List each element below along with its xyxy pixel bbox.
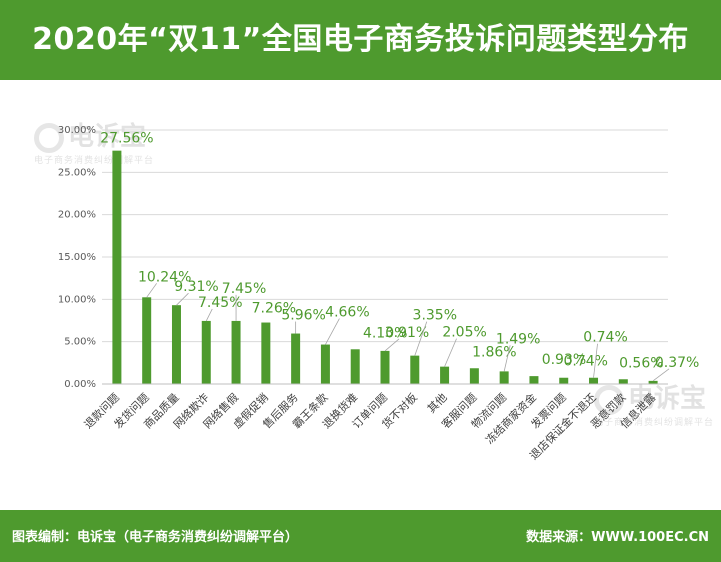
y-tick-label: 10.00% xyxy=(58,294,96,305)
data-label: 7.45% xyxy=(222,281,266,297)
footer-bar: 图表编制：电诉宝（电子商务消费纠纷调解平台） 数据来源：WWW.100EC.CN xyxy=(0,510,721,562)
y-tick-label: 25.00% xyxy=(58,167,96,178)
bar xyxy=(171,305,181,384)
label-leader-line xyxy=(503,345,511,372)
bar xyxy=(112,150,122,384)
data-label: 2.05% xyxy=(442,325,486,341)
y-tick-label: 5.00% xyxy=(64,337,96,348)
data-label: 7.45% xyxy=(198,295,242,311)
watermark-icon xyxy=(594,384,624,415)
bar xyxy=(499,371,509,384)
y-tick-label: 30.00% xyxy=(58,125,96,136)
data-label: 27.56% xyxy=(100,131,153,147)
data-label: 1.49% xyxy=(496,331,540,347)
label-leader-line xyxy=(146,283,158,298)
bar xyxy=(201,320,211,384)
watermark-logo-bottom: 电诉宝 电子商务消费纠纷调解平台 xyxy=(594,378,714,428)
y-tick-label: 20.00% xyxy=(58,210,96,221)
y-tick-label: 0.00% xyxy=(64,379,96,390)
watermark-subtitle: 电子商务消费纠纷调解平台 xyxy=(34,156,155,166)
label-leader-line xyxy=(176,292,189,306)
footer-data-source: 数据来源：WWW.100EC.CN xyxy=(526,530,709,545)
watermark-icon xyxy=(34,122,64,153)
bar xyxy=(648,380,658,384)
bar-chart: 0.00% 5.00% 10.00% 15.00% 20.00% 25.00% 30.00%… xyxy=(58,125,699,462)
header-bar xyxy=(0,0,721,80)
bar xyxy=(142,297,152,384)
bar xyxy=(440,366,450,384)
bar xyxy=(559,377,569,384)
x-tick-label: 其他 xyxy=(425,391,450,416)
data-label: 0.74% xyxy=(583,330,627,346)
label-leader-line xyxy=(414,321,428,356)
label-leader-line xyxy=(593,343,598,378)
label-leader-line xyxy=(325,318,340,345)
bar xyxy=(380,350,390,384)
data-label: 0.74% xyxy=(563,354,607,370)
data-label: 0.56% xyxy=(619,355,663,371)
footer-source-editor: 图表编制：电诉宝（电子商务消费纠纷调解平台） xyxy=(12,530,299,545)
watermark-name: 电诉宝 xyxy=(68,122,147,152)
label-leader-line xyxy=(652,368,670,382)
bar xyxy=(291,333,301,384)
bar xyxy=(410,355,420,384)
label-leader-line xyxy=(384,338,400,352)
data-label: 9.31% xyxy=(174,279,218,295)
bar xyxy=(261,322,271,384)
data-label: 3.35% xyxy=(413,308,457,324)
watermark-subtitle: 电子商务消费纠纷调解平台 xyxy=(594,418,715,428)
data-label: 5.96% xyxy=(281,308,325,324)
bar xyxy=(469,368,479,384)
bar xyxy=(231,320,241,384)
bar xyxy=(618,379,628,384)
bar xyxy=(589,377,599,384)
data-label: 3.91% xyxy=(385,325,429,341)
data-label: 0.93% xyxy=(542,352,586,368)
data-label: 10.24% xyxy=(138,269,191,285)
data-label: 4.10% xyxy=(363,325,407,341)
watermark-name: 电诉宝 xyxy=(628,384,707,414)
data-label: 4.66% xyxy=(325,305,369,321)
data-label: 0.37% xyxy=(655,355,699,371)
data-label: 1.86% xyxy=(472,344,516,360)
label-leader-line xyxy=(444,338,457,367)
y-tick-label: 15.00% xyxy=(58,252,96,263)
watermark-logo-top: 电诉宝 电子商务消费纠纷调解平台 xyxy=(34,116,154,166)
label-leader-line xyxy=(205,308,213,322)
data-label: 7.26% xyxy=(252,301,296,317)
bar xyxy=(529,376,539,384)
bar xyxy=(320,344,330,384)
bar xyxy=(350,349,360,384)
chart-title: 2020年“双11”全国电子商务投诉问题类型分布 xyxy=(32,22,689,57)
